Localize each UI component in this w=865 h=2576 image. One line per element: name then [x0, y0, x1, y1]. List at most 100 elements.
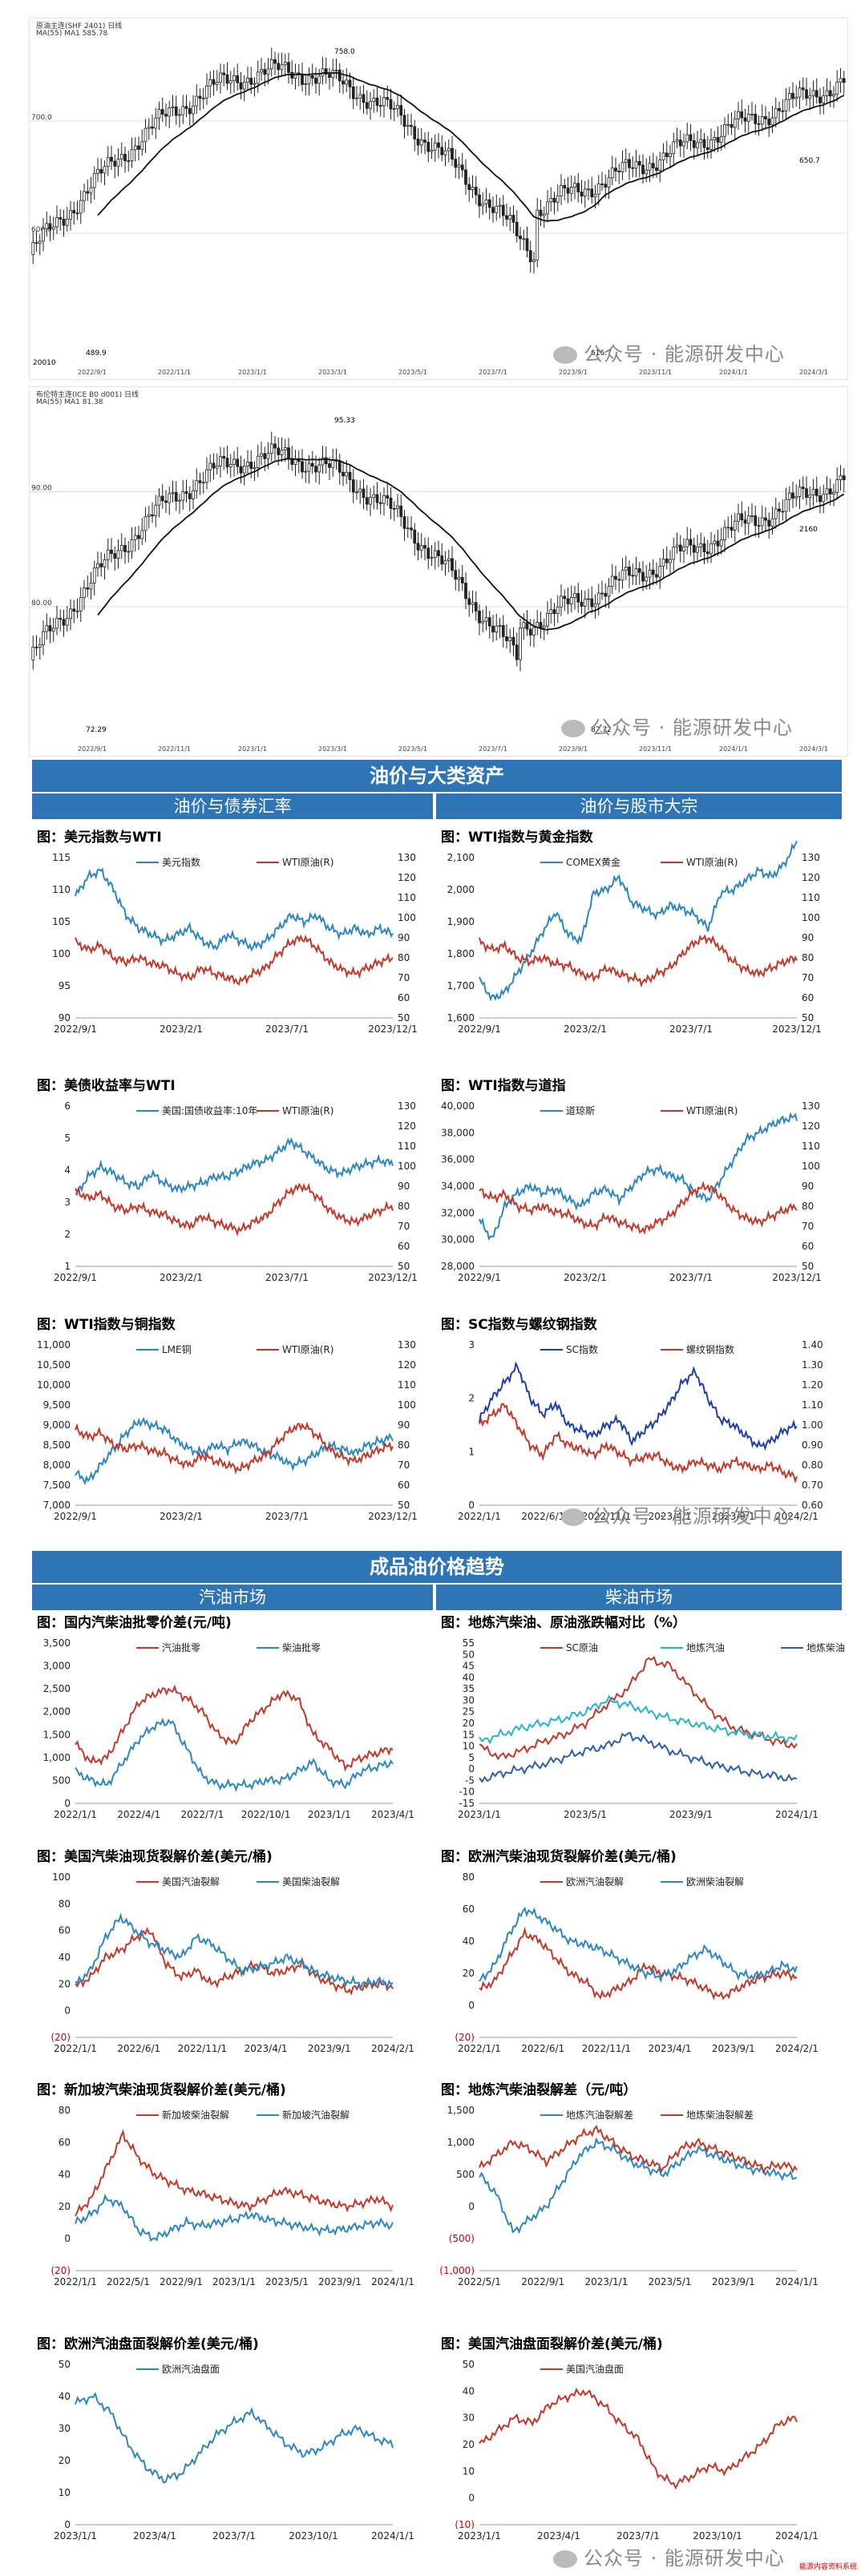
candle: [269, 443, 273, 454]
candle: [508, 215, 512, 220]
y-tick-label: 20: [463, 1718, 475, 1729]
candle: [539, 622, 543, 628]
candle: [443, 559, 447, 565]
legend-label: WTI原油(R): [282, 857, 333, 868]
series-line: [75, 1718, 394, 1793]
y-tick-label: 2: [64, 1229, 71, 1240]
x-tick-label: 2022/11/1: [178, 2043, 228, 2054]
candle: [454, 570, 458, 580]
candle: [467, 184, 471, 191]
candle: [767, 519, 771, 527]
x-tick-label: 2023/2/1: [160, 1272, 203, 1283]
candle: [774, 508, 778, 519]
candle: [481, 620, 485, 624]
y-right-tick-label: 110: [802, 1141, 820, 1152]
candle: [365, 102, 369, 109]
candle: [348, 471, 352, 480]
y-tick-label: 20: [463, 1968, 475, 1979]
candle: [334, 69, 338, 71]
y-tick-label: 3,000: [43, 1661, 71, 1672]
chart-c12: (1,000) (500) 0 500 1,000 1,500 2022/5/1 2022/9…: [436, 2101, 837, 2293]
candle: [563, 596, 567, 600]
y-tick-label: 5: [64, 1133, 71, 1144]
candle: [825, 90, 829, 96]
watermark: 公众号 · 能源研发中心: [561, 712, 793, 740]
y-tick-label: 20: [59, 2201, 71, 2212]
series-line: [479, 840, 798, 1002]
x-tick-label: 2022/1/1: [54, 2043, 97, 2054]
candle: [610, 168, 614, 179]
candle: [645, 576, 649, 582]
x-tick-label: 2023/9/1: [712, 2043, 755, 2054]
chart-svg: (20) 0 20 40 60 80 100 2022/1/1 2022/6/1 2022/11/…: [51, 1871, 414, 2054]
y-tick-label: 105: [52, 916, 71, 927]
candle: [59, 217, 63, 220]
candle: [208, 79, 212, 87]
candle: [338, 69, 342, 82]
y-tick-label: 100: [52, 1871, 71, 1883]
candle: [110, 156, 113, 162]
candle: [96, 169, 99, 174]
candle: [215, 466, 219, 469]
candle: [38, 240, 42, 244]
tick-label: 700.0: [31, 114, 52, 122]
price-annotation: 616.7: [591, 349, 612, 357]
candle: [737, 513, 740, 522]
price-annotation: 87.72: [591, 726, 612, 734]
tick-label: 600.0: [31, 226, 52, 234]
candle: [181, 491, 185, 501]
candle: [467, 598, 471, 605]
candle: [123, 545, 127, 552]
candle: [38, 644, 42, 648]
x-tick-label: 2022/5/1: [107, 2276, 150, 2287]
x-tick-label: 2023/7/1: [212, 2530, 256, 2542]
candle: [532, 627, 536, 636]
candle: [51, 628, 55, 632]
y-tick-label: 34,000: [441, 1181, 475, 1192]
candle: [798, 487, 802, 497]
wechat-icon: [561, 1508, 585, 1526]
candle: [501, 625, 505, 637]
candle: [437, 550, 440, 556]
candle: [723, 527, 726, 540]
series-line: [479, 1926, 798, 2001]
y-right-tick-label: 1.40: [802, 1339, 823, 1351]
chart-svg: (10) 0 10 20 30 40 50 2023/1/1 2023/4/1 2023/7/1 2…: [455, 2359, 819, 2542]
x-tick-label: 2023/2/1: [564, 1024, 607, 1035]
y-right-tick-label: 130: [802, 852, 820, 863]
y-tick-label: 10,000: [37, 1379, 71, 1391]
candle: [92, 172, 96, 188]
candle: [440, 555, 444, 565]
x-tick-label: 2023/9/1: [712, 1511, 755, 1522]
candle: [273, 443, 277, 449]
candle: [433, 550, 437, 558]
candle: [283, 62, 287, 66]
candle: [99, 169, 103, 174]
candle: [307, 462, 311, 472]
price-annotation: 650.7: [799, 157, 820, 165]
candle: [767, 119, 771, 126]
candle: [127, 160, 131, 163]
candle: [658, 566, 662, 578]
candle: [86, 587, 90, 590]
x-tick-label: 2023/9/1: [318, 2276, 362, 2287]
candle: [160, 109, 164, 115]
candle-header: 布伦特主连(ICE B0 d001) 日线: [36, 391, 139, 399]
candle: [164, 500, 168, 503]
candle-chart-sc: 700.0 600.0 2022/9/1 2022/11/1 2023/1/1 2023/…: [30, 47, 847, 376]
candle: [822, 95, 826, 103]
candle: [705, 551, 709, 555]
y-tick-label: 500: [456, 2169, 475, 2180]
candle: [794, 496, 798, 499]
x-tick-label: 2022/6/1: [521, 1511, 564, 1522]
candle: [842, 475, 846, 480]
chart-title: 图：WTI指数与黄金指数: [441, 830, 593, 846]
candle: [819, 495, 822, 503]
candle: [242, 82, 246, 90]
chart-svg: 0 500 1,000 1,500 2,000 2,500 3,000 3,500 2022/1…: [43, 1637, 414, 1820]
candle: [293, 72, 297, 79]
candle: [607, 177, 611, 188]
candle: [549, 609, 553, 614]
candle: [634, 568, 638, 576]
candle: [99, 563, 103, 567]
